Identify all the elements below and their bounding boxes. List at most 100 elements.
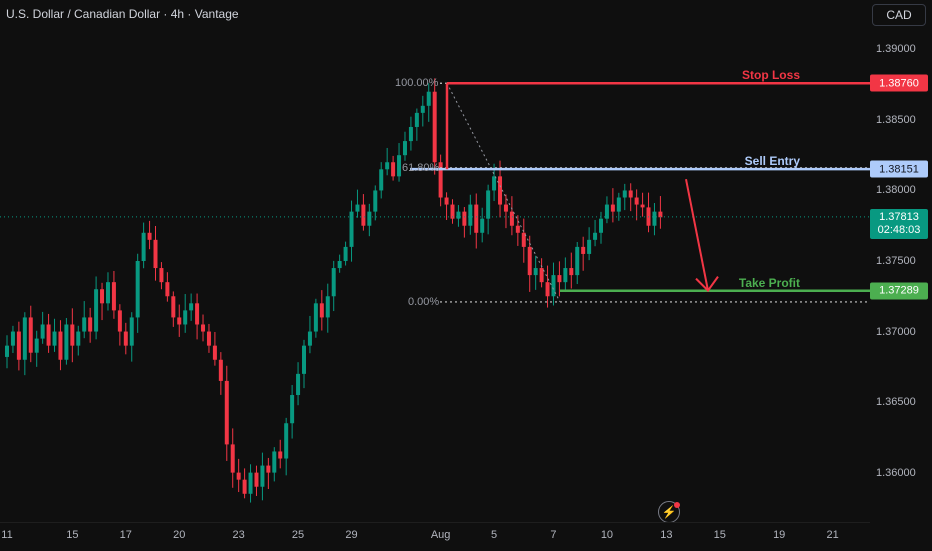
time-tick-label: 29 <box>345 529 358 541</box>
candle-body <box>218 359 223 381</box>
candle-body <box>414 112 419 127</box>
time-tick-label: 15 <box>713 529 726 541</box>
candle-body <box>480 218 485 233</box>
candle-body <box>111 282 116 311</box>
candle-body <box>5 345 9 357</box>
candle-body <box>177 317 182 325</box>
fib-level-618-label: 61.80% <box>402 161 440 174</box>
countdown-timer: 02:48:03 <box>877 223 921 236</box>
candle-body <box>171 296 176 318</box>
candlestick-chart[interactable] <box>0 0 870 522</box>
time-tick-label: 19 <box>773 529 786 541</box>
candle-body <box>290 395 295 424</box>
price-tick-label: 1.36000 <box>876 466 916 479</box>
time-tick-label: 23 <box>232 529 245 541</box>
candle-body <box>302 345 306 374</box>
candle-body <box>105 282 110 304</box>
candle-body <box>319 303 324 318</box>
fib-trendline <box>446 83 561 303</box>
candle-body <box>337 261 342 269</box>
candle-body <box>545 282 550 297</box>
candle-body <box>183 310 188 325</box>
candle-body <box>10 331 15 346</box>
candle-body <box>195 303 200 325</box>
candle-body <box>135 261 140 318</box>
candle-body <box>70 324 75 346</box>
current-price-value: 1.37813 <box>879 210 919 223</box>
candle-body <box>420 105 425 113</box>
currency-button[interactable]: CAD <box>872 4 926 26</box>
candle-body <box>438 162 443 198</box>
time-tick-label: 7 <box>550 529 557 541</box>
candle-body <box>254 472 259 487</box>
time-axis[interactable]: 11 15 17 20 23 25 29 Aug 5 7 10 13 15 19 21 <box>0 522 870 551</box>
candle-body <box>521 232 526 247</box>
candle-body <box>557 275 562 283</box>
candle-body <box>117 310 122 332</box>
candle-body <box>325 296 330 318</box>
candle-body <box>432 91 437 163</box>
time-tick-label: 25 <box>291 529 305 541</box>
candle-body <box>551 275 556 297</box>
candle-body <box>373 190 378 212</box>
candle-body <box>616 197 621 212</box>
candle-body <box>230 444 235 473</box>
candle-body <box>539 268 544 283</box>
candle-body <box>189 303 194 311</box>
candle-body <box>581 246 586 254</box>
candle-body <box>367 211 372 226</box>
symbol-title[interactable]: U.S. Dollar / Canadian Dollar · 4h · Van… <box>6 7 239 21</box>
sell-entry-text: Sell Entry <box>744 154 800 169</box>
candle-body <box>141 232 146 261</box>
candle-body <box>22 317 27 360</box>
candle-body <box>408 126 413 142</box>
chart-area[interactable]: U.S. Dollar / Canadian Dollar · 4h · Van… <box>0 0 870 523</box>
candle-body <box>402 141 407 156</box>
stop-loss-text: Stop Loss <box>741 68 800 83</box>
candle-body <box>147 232 152 240</box>
candle-body <box>456 211 461 219</box>
candle-body <box>444 197 449 205</box>
candle-body <box>260 465 265 487</box>
price-tick-label: 1.37500 <box>876 255 916 267</box>
candle-body <box>123 331 128 346</box>
candle-body <box>593 232 598 240</box>
price-tick-label: 1.38000 <box>876 184 916 197</box>
candle-body <box>509 211 514 226</box>
candle-body <box>527 246 532 276</box>
take-profit-text: Take Profit <box>738 275 800 290</box>
candle-body <box>88 317 93 332</box>
time-tick-label: 13 <box>660 529 673 541</box>
candle-body <box>361 204 366 226</box>
candle-body <box>266 465 271 473</box>
candle-body <box>82 317 87 332</box>
candle-body <box>212 345 217 360</box>
time-tick-label: 20 <box>173 529 186 541</box>
candle-body <box>610 204 615 212</box>
sell-entry-price-label: 1.38151 <box>870 160 928 178</box>
candle-body <box>58 331 63 360</box>
candle-body <box>159 268 164 283</box>
candle-body <box>355 204 360 212</box>
candle-body <box>242 479 247 494</box>
candle-body <box>397 155 402 177</box>
candle-body <box>587 239 592 254</box>
time-tick-label: 15 <box>66 529 79 541</box>
take-profit-price-label: 1.37289 <box>870 282 928 300</box>
candle-body <box>379 169 384 191</box>
candle-body <box>575 246 580 276</box>
price-tick-label: 1.37000 <box>876 325 916 338</box>
candle-body <box>658 211 663 218</box>
time-tick-label: 10 <box>600 529 614 541</box>
candle-body <box>385 162 390 170</box>
candle-body <box>604 204 609 219</box>
candle-body <box>498 176 503 205</box>
candle-body <box>533 268 538 276</box>
price-tick-label: 1.38500 <box>876 113 916 126</box>
fib-level-0-label: 0.00% <box>408 295 440 308</box>
candle-body <box>503 204 508 212</box>
candle-body <box>153 239 158 269</box>
candle-body <box>206 331 211 346</box>
candle-body <box>492 176 497 191</box>
candle-body <box>224 380 229 445</box>
